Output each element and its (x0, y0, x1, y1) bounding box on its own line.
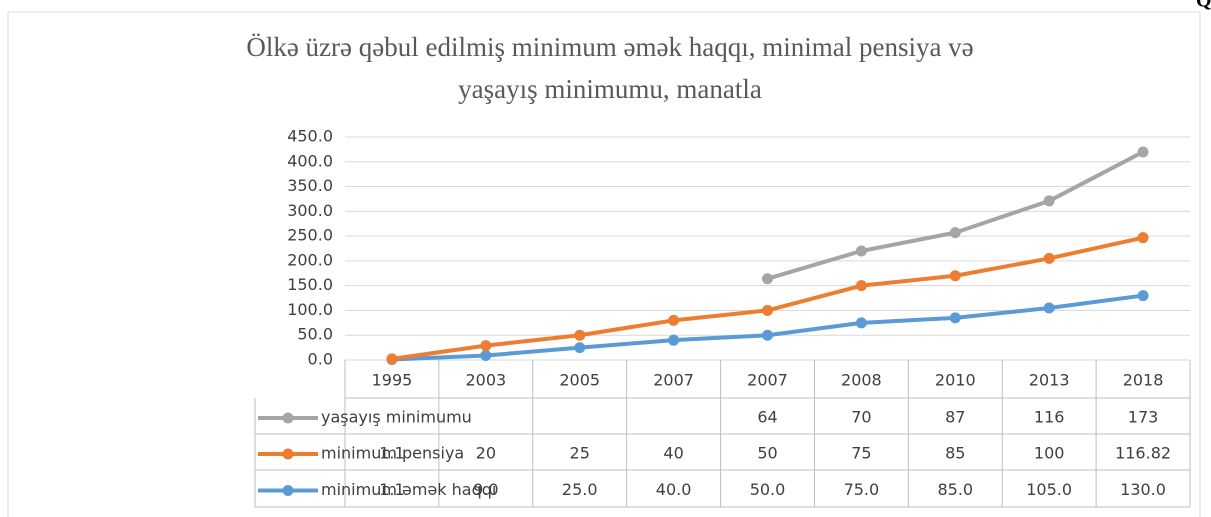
x-tick-label: 2005 (559, 371, 600, 390)
data-table-cell: 116.82 (1115, 444, 1171, 463)
series-marker (762, 329, 773, 341)
data-table-cell: 64 (757, 408, 777, 427)
legend-label: minimum əmək haqqı (321, 480, 496, 499)
series-marker (668, 314, 680, 326)
series-marker (480, 340, 492, 352)
data-table-cell: 1.1 (379, 480, 404, 499)
series-marker (668, 334, 680, 346)
y-tick-label: 50.0 (297, 325, 333, 344)
chart-subtitle: yaşayış minimumu, manatla (458, 74, 762, 104)
data-table-cell: 25 (570, 444, 590, 463)
series-marker (480, 350, 492, 362)
legend-label: yaşayış minimumu (321, 408, 472, 427)
y-tick-label: 200.0 (287, 250, 333, 269)
chart-title: Ölkə üzrə qəbul edilmiş minimum əmək haq… (246, 32, 973, 62)
x-tick-label: 2007 (747, 371, 788, 390)
data-table-cell: 50.0 (750, 480, 786, 499)
series-marker (762, 304, 773, 316)
data-table-cell: 75 (851, 444, 871, 463)
series-marker (855, 245, 867, 257)
data-table-cell: 100 (1034, 444, 1065, 463)
data-table-cell: 173 (1128, 408, 1159, 427)
series-marker (1137, 146, 1149, 158)
data-table-cell: 116 (1034, 408, 1065, 427)
y-tick-label: 350.0 (287, 176, 333, 195)
series-marker (949, 270, 961, 282)
data-table-cell: 105.0 (1026, 480, 1072, 499)
data-table-cell: 87 (945, 408, 965, 427)
y-tick-label: 300.0 (287, 201, 333, 220)
y-tick-label: 150.0 (287, 275, 333, 294)
legend-key-marker (282, 485, 294, 496)
legend-key-marker (282, 448, 294, 460)
series-marker (949, 227, 961, 239)
x-tick-label: 2018 (1123, 371, 1164, 390)
y-tick-label: 450.0 (287, 127, 333, 146)
series-marker (1043, 302, 1055, 314)
series-marker (574, 342, 586, 354)
series-marker (1043, 252, 1055, 264)
data-table-cell: 130.0 (1120, 480, 1166, 499)
legend-label: minimum pensiya (321, 444, 464, 463)
data-table-cell: 70 (851, 408, 871, 427)
data-table-cell: 25.0 (562, 480, 598, 499)
data-table-cell: 20 (476, 444, 496, 463)
x-tick-label: 2007 (653, 371, 694, 390)
y-tick-label: 400.0 (287, 151, 333, 170)
series-marker (1137, 290, 1149, 302)
data-table-cell: 85 (945, 444, 965, 463)
x-tick-label: 2008 (841, 371, 882, 390)
x-tick-label: 2013 (1029, 371, 1070, 390)
chart-frame (7, 11, 1201, 517)
series-marker (855, 317, 867, 329)
legend-key-marker (282, 412, 294, 424)
series-marker (1043, 195, 1055, 207)
data-table-cell: 85.0 (937, 480, 973, 499)
series-line (391, 235, 1144, 361)
data-table-cell: 40.0 (656, 480, 692, 499)
data-table-cell: 40 (663, 444, 683, 463)
series-marker (1137, 232, 1149, 244)
series-marker (574, 329, 586, 341)
series-marker (762, 273, 773, 285)
y-tick-label: 250.0 (287, 226, 333, 245)
data-table-cell: 75.0 (844, 480, 880, 499)
series-marker (855, 280, 867, 292)
y-tick-label: 100.0 (287, 300, 333, 319)
x-tick-label: 2003 (465, 371, 506, 390)
corner-text: Q1 (1196, 0, 1211, 12)
x-tick-label: 1995 (372, 371, 413, 390)
series-marker (386, 353, 398, 365)
x-tick-label: 2010 (935, 371, 976, 390)
series-marker (949, 312, 961, 324)
data-table-cell: 9.0 (473, 480, 498, 499)
data-table-cell: 1.1 (379, 444, 404, 463)
series-line (766, 150, 1144, 281)
data-table-cell: 50 (757, 444, 777, 463)
y-tick-label: 0.0 (308, 350, 333, 369)
